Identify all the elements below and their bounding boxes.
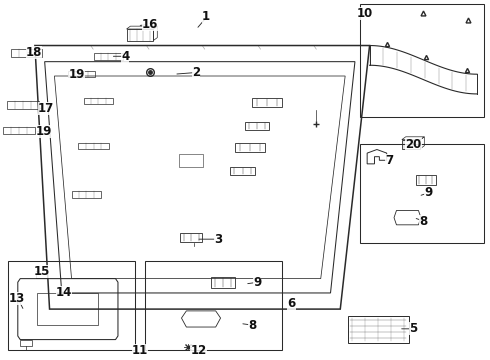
- Text: 2: 2: [192, 66, 200, 79]
- Text: 8: 8: [248, 319, 256, 332]
- Text: 7: 7: [385, 154, 393, 167]
- Text: 5: 5: [410, 322, 417, 335]
- Text: 1: 1: [202, 10, 210, 23]
- Text: 19: 19: [68, 68, 85, 81]
- Text: 6: 6: [287, 297, 295, 310]
- Text: 20: 20: [405, 138, 422, 150]
- Text: 15: 15: [34, 265, 50, 278]
- Text: 11: 11: [132, 344, 148, 357]
- Text: 16: 16: [142, 18, 158, 31]
- Text: 9: 9: [253, 276, 261, 289]
- Text: 3: 3: [214, 233, 222, 246]
- Bar: [145, 261, 282, 350]
- Text: 12: 12: [191, 344, 207, 357]
- Bar: [8, 261, 135, 350]
- Text: 13: 13: [9, 292, 25, 305]
- Bar: [360, 144, 485, 243]
- Text: 4: 4: [121, 50, 129, 63]
- Text: 17: 17: [38, 102, 54, 115]
- Text: 19: 19: [35, 125, 52, 138]
- Text: 10: 10: [357, 7, 373, 20]
- Text: 9: 9: [424, 186, 432, 199]
- Text: 8: 8: [419, 215, 427, 228]
- Text: 18: 18: [26, 46, 42, 59]
- Bar: [360, 4, 485, 117]
- Text: 14: 14: [56, 287, 73, 300]
